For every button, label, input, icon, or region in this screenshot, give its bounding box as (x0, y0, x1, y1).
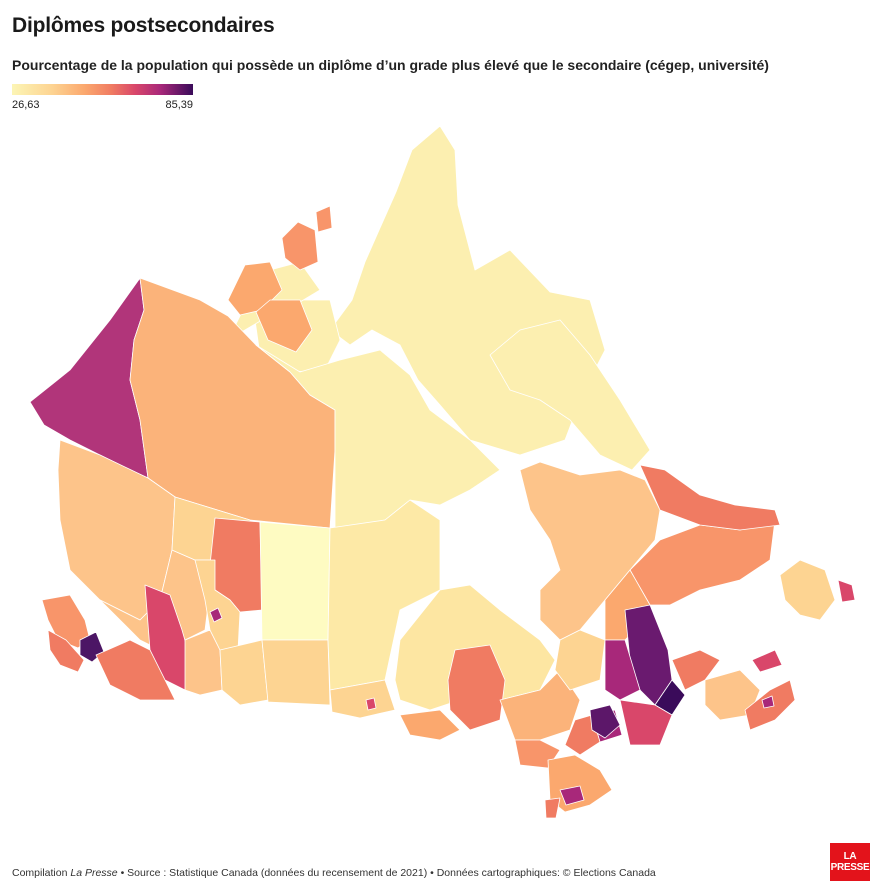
region-saskatchewan-south (261, 639, 331, 706)
region-ontario-kenora (447, 644, 506, 731)
region-vancouver-island (47, 629, 85, 673)
region-calgary-edmonton (209, 607, 223, 623)
region-quebec-saguenay (604, 639, 641, 701)
region-baffin (489, 319, 651, 471)
region-quebec-jamesie (554, 629, 606, 691)
region-montreal (589, 704, 621, 739)
region-nwt-islands-4 (315, 205, 333, 233)
region-halifax (761, 695, 775, 709)
map-subtitle: Pourcentage de la population qui possède… (12, 57, 769, 73)
footer-source: • Source : Statistique Canada (données d… (117, 867, 656, 879)
region-alberta-south (219, 639, 269, 706)
region-manitoba-south (329, 679, 396, 719)
region-nwt-islands-2 (255, 299, 313, 353)
region-saskatchewan-north (259, 521, 331, 641)
region-manitoba-north (327, 499, 441, 691)
region-nwt-islands-3 (281, 221, 319, 271)
footer-credits: Compilation La Presse • Source : Statist… (12, 867, 656, 879)
legend-max-label: 85,39 (165, 99, 193, 111)
la-presse-logo: LA PRESSE (830, 843, 870, 881)
region-labrador (639, 464, 781, 531)
region-winnipeg (365, 697, 377, 711)
map-title: Diplômes postsecondaires (12, 14, 275, 37)
region-bc-interior-south (95, 639, 176, 701)
footer-prefix: Compilation (12, 867, 71, 879)
region-alberta-central (194, 559, 241, 651)
region-gaspesie (671, 649, 721, 691)
region-ontario-thunder (399, 709, 461, 741)
region-windsor (544, 797, 561, 819)
region-newfoundland (779, 559, 836, 621)
footer-publisher: La Presse (70, 867, 118, 879)
color-legend: 26,63 85,39 (12, 84, 193, 111)
region-st-johns (837, 579, 856, 603)
region-quebec-cote-nord (629, 519, 776, 606)
region-toronto (559, 785, 585, 806)
legend-gradient-bar (12, 84, 193, 95)
region-nunavut-mainland (255, 344, 501, 531)
region-pei (751, 649, 783, 673)
legend-min-label: 26,63 (12, 99, 40, 111)
region-quebec-estrie (619, 699, 673, 746)
